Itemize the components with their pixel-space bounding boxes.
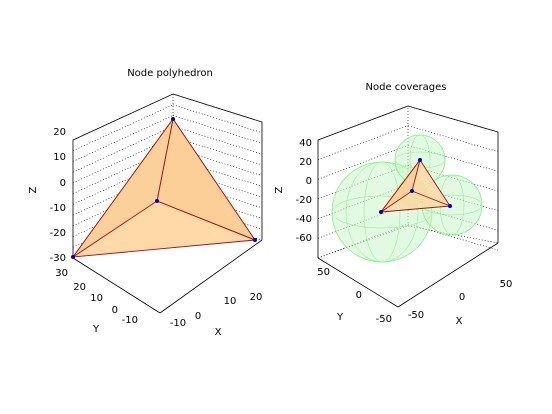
plot1-y-axis-line	[72, 257, 161, 314]
plot1-y-ticks: 30 20 10 0 -10	[55, 268, 138, 326]
plot1-x-label: X	[215, 327, 222, 338]
plot2-x-ticks: -50 0 50	[408, 279, 513, 321]
plot1-z-label: Z	[28, 186, 39, 193]
plot2-y-label: Y	[336, 312, 344, 323]
plot1-y-tick: 0	[112, 305, 118, 316]
plot1-z-gridline	[72, 104, 174, 151]
plot2-x-tick: 50	[500, 279, 513, 290]
plot1-z-tick: 0	[60, 178, 66, 189]
plot1-node	[155, 199, 159, 203]
plot1-z-gridline	[172, 115, 263, 144]
plot1-node	[253, 238, 257, 242]
plot2-z-gridline	[407, 125, 499, 152]
plot2-z-tick: 0	[306, 176, 312, 187]
plot2-x-axis-line	[397, 242, 499, 308]
plot2-sphere-wire	[345, 161, 419, 263]
plot2-node	[410, 189, 414, 193]
plot1-y-tick: 30	[55, 268, 68, 279]
plot1-node	[171, 117, 175, 121]
plot2-x-label: X	[456, 316, 463, 327]
plot-node-coverages: Node coverages	[274, 82, 512, 327]
plot1-z-tick: 10	[53, 152, 66, 163]
plot2-node	[418, 158, 422, 162]
plot1-z-gridline	[72, 125, 174, 173]
plot1-y-tick: 20	[73, 282, 86, 293]
plot1-z-tick: 20	[53, 127, 66, 138]
plot2-z-label: Z	[274, 186, 285, 193]
plot2-node	[379, 210, 383, 214]
plot1-x-tick: 0	[195, 311, 201, 322]
plot1-y-tick: 10	[90, 293, 103, 304]
plot1-node	[71, 255, 75, 259]
plot1-z-gridline	[72, 179, 174, 227]
plot1-z-gridline	[72, 115, 174, 162]
plot2-z-tick: -20	[296, 195, 312, 206]
plot2-title: Node coverages	[366, 82, 447, 93]
plot2-z-gridline	[317, 145, 409, 180]
plot2-x-tick: -50	[408, 310, 424, 321]
plot1-z-gridline	[172, 104, 263, 134]
plot1-x-tick: 20	[250, 292, 263, 303]
plot1-z-tick: -20	[50, 228, 66, 239]
plot1-z-gridline	[72, 136, 174, 184]
plot1-y-label: Y	[92, 324, 100, 335]
plot2-y-tick: 50	[317, 267, 330, 278]
plot1-edge	[156, 200, 256, 241]
plot2-x-tick: 0	[459, 292, 465, 303]
plot1-z-gridline	[72, 93, 174, 141]
plot1-z-gridline	[72, 190, 174, 237]
plot1-y-tick: -10	[122, 315, 138, 326]
plot1-title: Node polyhedron	[127, 68, 213, 79]
plot2-edge	[411, 190, 451, 207]
plot1-tetrahedron	[71, 117, 257, 259]
plot1-z-gridline	[72, 168, 174, 216]
plot1-z-ticks: 20 10 0 -10 -20 -30	[50, 127, 66, 264]
plot1-x-tick: -10	[170, 318, 186, 329]
plot2-y-tick: -50	[376, 314, 392, 325]
plot2-y-tick: 0	[356, 290, 362, 301]
plot1-z-tick: -10	[50, 203, 66, 214]
plot2-z-gridline	[317, 105, 409, 141]
plot1-z-tick: -30	[50, 253, 66, 264]
plot2-face	[380, 159, 421, 213]
plot1-x-ticks: -10 0 10 20	[170, 292, 263, 329]
plot2-z-tick: -60	[296, 233, 312, 244]
plot2-y-ticks: 50 0 -50	[317, 267, 392, 325]
plot1-x-tick: 10	[224, 296, 237, 307]
plot2-y-axis-line	[317, 257, 399, 308]
plot1-z-gridline	[72, 147, 174, 194]
plot2-tetrahedron	[379, 158, 452, 214]
plot1-z-gridline	[172, 125, 263, 155]
plot2-z-gridline	[317, 125, 409, 160]
plot2-grid-line	[317, 225, 409, 259]
plot2-node	[448, 204, 452, 208]
plot2-z-tick: 40	[299, 138, 312, 149]
plot1-x-axis-line	[159, 239, 263, 314]
plot1-face	[72, 118, 174, 258]
plot2-z-gridline	[407, 105, 499, 133]
plot1-z-gridline	[172, 93, 263, 123]
plot2-z-ticks: 40 20 0 -20 -40 -60	[296, 138, 312, 244]
plot1-z-gridline	[72, 158, 174, 205]
plot-node-polyhedron: Node polyhedron 20 10	[28, 68, 263, 338]
plot2-z-tick: 20	[299, 157, 312, 168]
plot2-z-tick: -40	[296, 214, 312, 225]
